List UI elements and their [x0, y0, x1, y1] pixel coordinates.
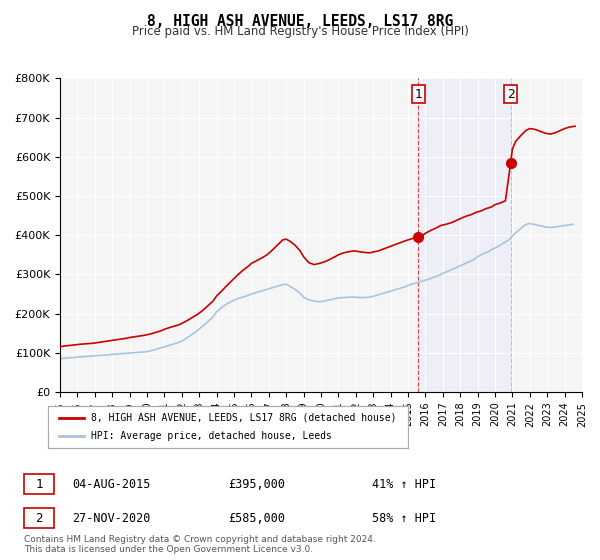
- Text: 2: 2: [507, 88, 515, 101]
- Text: 1: 1: [414, 88, 422, 101]
- Bar: [418, 78, 511, 392]
- Text: 41% ↑ HPI: 41% ↑ HPI: [372, 478, 436, 491]
- Text: 1: 1: [35, 478, 43, 491]
- Text: This data is licensed under the Open Government Licence v3.0.: This data is licensed under the Open Gov…: [24, 545, 313, 554]
- Text: 27-NOV-2020: 27-NOV-2020: [72, 511, 151, 525]
- Text: 8, HIGH ASH AVENUE, LEEDS, LS17 8RG: 8, HIGH ASH AVENUE, LEEDS, LS17 8RG: [147, 14, 453, 29]
- Text: HPI: Average price, detached house, Leeds: HPI: Average price, detached house, Leed…: [91, 431, 332, 441]
- Text: £395,000: £395,000: [228, 478, 285, 491]
- Text: Price paid vs. HM Land Registry's House Price Index (HPI): Price paid vs. HM Land Registry's House …: [131, 25, 469, 38]
- Text: Contains HM Land Registry data © Crown copyright and database right 2024.: Contains HM Land Registry data © Crown c…: [24, 535, 376, 544]
- Text: £585,000: £585,000: [228, 511, 285, 525]
- Text: 04-AUG-2015: 04-AUG-2015: [72, 478, 151, 491]
- Text: 2: 2: [35, 511, 43, 525]
- Text: 8, HIGH ASH AVENUE, LEEDS, LS17 8RG (detached house): 8, HIGH ASH AVENUE, LEEDS, LS17 8RG (det…: [91, 413, 397, 423]
- Text: 58% ↑ HPI: 58% ↑ HPI: [372, 511, 436, 525]
